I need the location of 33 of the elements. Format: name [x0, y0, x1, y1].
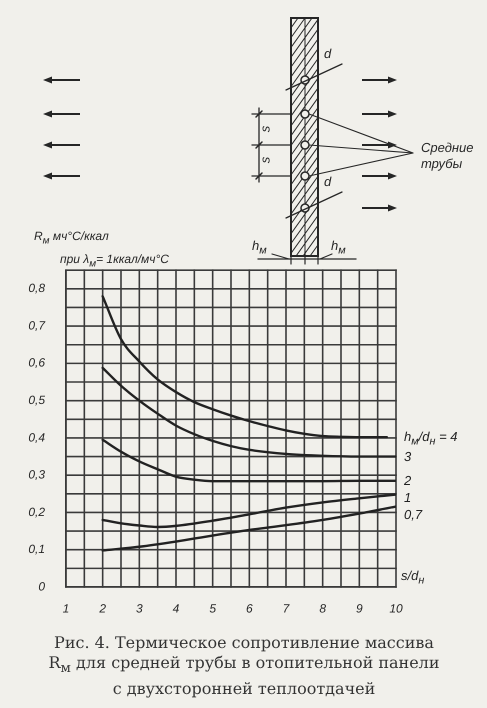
y-tick-label: 0,1: [28, 542, 45, 556]
line-series: [101, 505, 396, 552]
x-tick-label: 2: [98, 602, 106, 616]
line-series: [101, 295, 388, 438]
y-tick-label: 0,8: [28, 281, 46, 296]
x-axis-title: s/d$_{н}$: [401, 568, 424, 589]
series-label: 1: [404, 490, 412, 506]
y-tick-label: 0,6: [28, 356, 46, 370]
series-label: 0,7: [404, 506, 422, 523]
x-tick-label: 3: [136, 602, 143, 616]
x-tick-label: 9: [356, 602, 363, 616]
x-tick-label: 7: [282, 602, 291, 616]
x-tick-label: 4: [172, 602, 180, 616]
y-axis-title: R$_{м}$ мч°С/ккал при λ$_{м}$= 1ккал/мч°С: [34, 228, 169, 272]
y-tick-label: 0,5: [28, 392, 46, 407]
x-tick-label: 5: [209, 602, 216, 616]
y-tick-label: 0,7: [28, 318, 46, 332]
text: Средние трубы: [421, 140, 475, 172]
x-tick-label: 1: [62, 602, 70, 616]
y-tick-label: 0,4: [28, 430, 46, 444]
x-tick-label: 8: [319, 602, 326, 616]
x-tick-label: 6: [246, 602, 253, 616]
line-series: [101, 366, 396, 458]
line-series: [101, 493, 396, 528]
y-tick-label: 0,2: [28, 504, 46, 519]
y-tick-label: 0: [38, 579, 46, 594]
series-label: 2: [404, 472, 412, 489]
series-label: h$_{м}$/d$_{н}$ = 4: [404, 429, 458, 450]
series-label: 3: [404, 448, 412, 465]
x-tick-label: 10: [389, 602, 403, 616]
line-series: [101, 438, 396, 482]
text: Рис. 4. Термическое сопротивление массива R$_{м}$ для средней трубы в отопительной панели с двухсторонней теплоотдачей: [47, 633, 440, 700]
y-tick-label: 0,3: [28, 468, 46, 482]
